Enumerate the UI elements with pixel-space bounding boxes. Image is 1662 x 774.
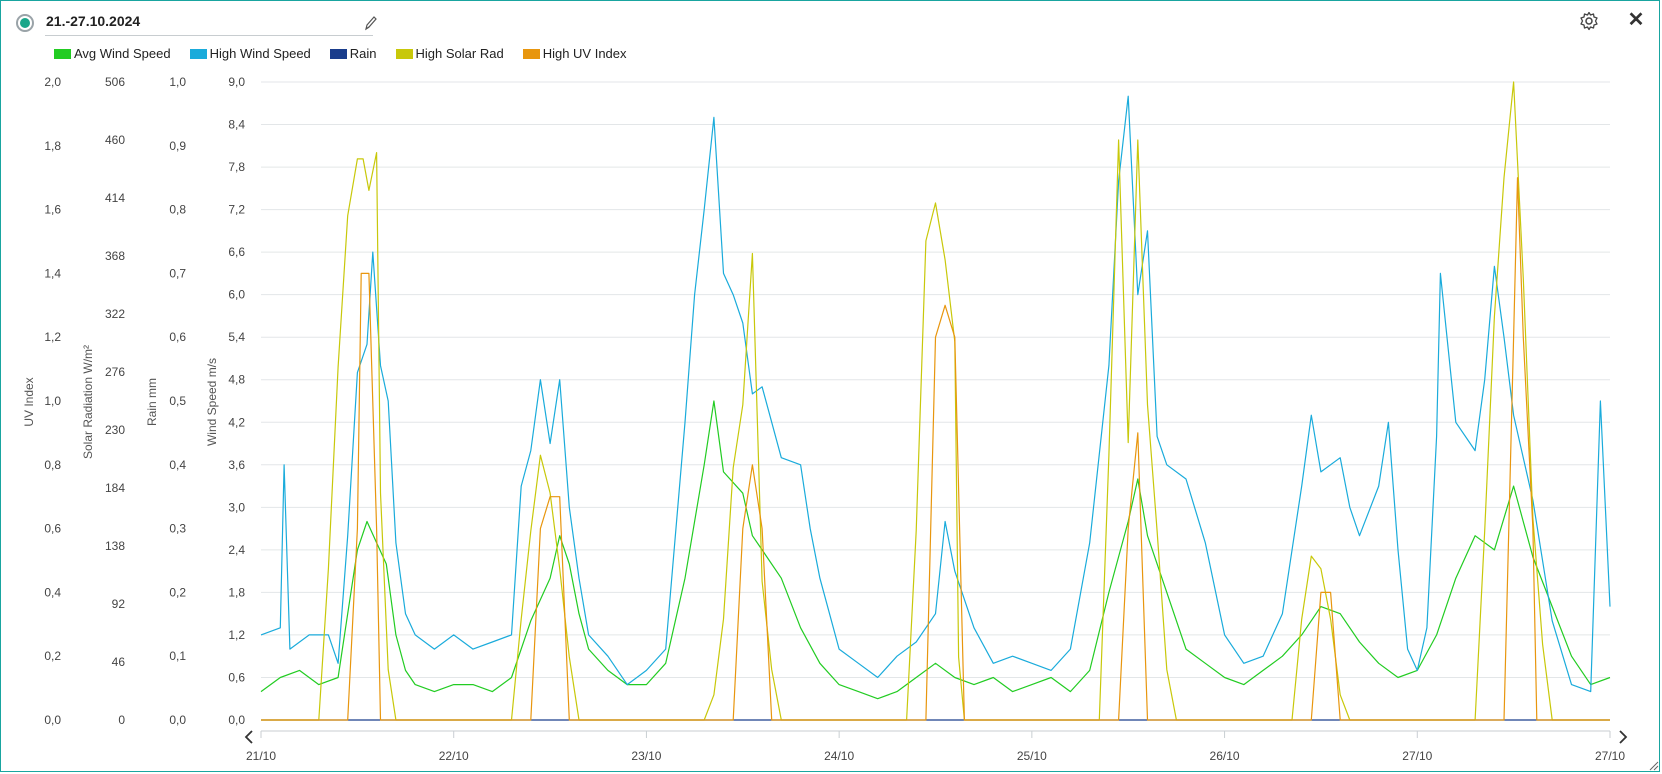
solar-tick-label: 322 xyxy=(105,307,125,321)
grid xyxy=(261,81,1610,721)
wind-tick-label: 8,4 xyxy=(228,118,245,132)
wind-tick-label: 3,0 xyxy=(228,500,245,514)
uv-tick-label: 1,4 xyxy=(44,266,61,280)
x-tick-label: 27/10 xyxy=(1595,749,1625,763)
wind-tick-label: 6,0 xyxy=(228,288,245,302)
legend-swatch xyxy=(329,48,347,59)
x-tick-label: 26/10 xyxy=(1210,749,1240,763)
uv-tick-label: 1,0 xyxy=(44,394,61,408)
uv-tick-label: 0,0 xyxy=(44,713,61,727)
legend-label: High Solar Rad xyxy=(415,46,504,61)
solar-tick-label: 460 xyxy=(105,133,125,147)
x-tick-label: 22/10 xyxy=(439,749,469,763)
uv-tick-label: 1,2 xyxy=(44,330,61,344)
x-tick-label: 24/10 xyxy=(824,749,854,763)
uv-tick-label: 1,6 xyxy=(44,203,61,217)
series-line-avg-wind-speed xyxy=(260,400,1611,700)
wind-tick-label: 4,8 xyxy=(228,373,245,387)
wind-tick-label: 6,6 xyxy=(228,245,245,259)
solar-axis-label: Solar Radiation W/m² xyxy=(81,345,95,459)
wind-tick-label: 2,4 xyxy=(228,543,245,557)
legend-label: Avg Wind Speed xyxy=(74,46,171,61)
x-tick-label: 25/10 xyxy=(1017,749,1047,763)
wind-tick-label: 4,2 xyxy=(228,415,245,429)
rain-tick-label: 0,6 xyxy=(169,330,186,344)
wind-tick-label: 9,0 xyxy=(228,75,245,89)
pencil-icon[interactable] xyxy=(363,15,377,31)
solar-tick-label: 368 xyxy=(105,249,125,263)
rain-tick-label: 0,4 xyxy=(169,458,186,472)
x-axis: 21/10 22/10 23/10 24/10 25/10 26/10 27/10 27/10 xyxy=(246,730,1625,763)
rain-axis-label: Rain mm xyxy=(145,378,159,426)
axes: 0,0 0,6 1,2 1,8 2,4 3,0 3,6 4,2 4,8 5,4 6,0 6,6 7,2 7… xyxy=(44,75,245,727)
solar-tick-label: 506 xyxy=(105,75,125,89)
scroll-right-icon[interactable] xyxy=(1619,730,1628,744)
wind-tick-label: 7,8 xyxy=(228,160,245,174)
legend-item-high-wind[interactable]: High Wind Speed xyxy=(189,46,311,61)
rain-tick-label: 0,9 xyxy=(169,139,186,153)
legend-item-solar[interactable]: High Solar Rad xyxy=(395,46,504,61)
solar-tick-label: 92 xyxy=(112,597,126,611)
wind-tick-label: 5,4 xyxy=(228,330,245,344)
series-line-high-solar-rad xyxy=(261,81,1610,721)
legend-swatch xyxy=(522,48,540,59)
uv-tick-label: 0,2 xyxy=(44,649,61,663)
rain-tick-label: 0,1 xyxy=(169,649,186,663)
rain-tick-label: 1,0 xyxy=(169,75,186,89)
series-line-high-uv-index xyxy=(261,177,1610,721)
wind-tick-label: 7,2 xyxy=(228,203,245,217)
wind-tick-label: 0,0 xyxy=(228,713,245,727)
legend: Avg Wind Speed High Wind Speed Rain High… xyxy=(54,46,646,61)
gear-icon[interactable] xyxy=(1579,11,1599,31)
x-tick-label: 27/10 xyxy=(1402,749,1432,763)
solar-tick-label: 230 xyxy=(105,423,125,437)
legend-item-uv[interactable]: High UV Index xyxy=(522,46,627,61)
series-group xyxy=(260,81,1611,721)
series-line-high-wind-speed xyxy=(260,95,1611,693)
rain-tick-label: 0,2 xyxy=(169,585,186,599)
uv-axis-label: UV Index xyxy=(22,377,36,426)
selection-radio[interactable] xyxy=(16,14,34,32)
rain-tick-label: 0,0 xyxy=(169,713,186,727)
uv-tick-label: 1,8 xyxy=(44,139,61,153)
solar-tick-label: 276 xyxy=(105,365,125,379)
date-range-title: 21.-27.10.2024 xyxy=(46,13,141,29)
rain-tick-label: 0,7 xyxy=(169,266,186,280)
close-icon[interactable]: ✕ xyxy=(1627,9,1645,31)
rain-tick-label: 0,8 xyxy=(169,203,186,217)
rain-tick-label: 0,3 xyxy=(169,522,186,536)
legend-item-avg-wind[interactable]: Avg Wind Speed xyxy=(54,46,171,61)
uv-tick-label: 0,6 xyxy=(44,522,61,536)
wind-tick-label: 3,6 xyxy=(228,458,245,472)
solar-tick-label: 184 xyxy=(105,481,125,495)
title-field[interactable]: 21.-27.10.2024 xyxy=(45,11,373,36)
legend-swatch xyxy=(395,48,413,59)
solar-tick-label: 138 xyxy=(105,539,125,553)
wind-tick-label: 1,2 xyxy=(228,628,245,642)
uv-tick-label: 0,4 xyxy=(44,585,61,599)
wind-tick-label: 1,8 xyxy=(228,585,245,599)
solar-tick-label: 414 xyxy=(105,191,125,205)
legend-label: High UV Index xyxy=(542,46,627,61)
x-tick-label: 21/10 xyxy=(246,749,276,763)
uv-tick-label: 0,8 xyxy=(44,458,61,472)
solar-tick-label: 46 xyxy=(112,655,126,669)
rain-tick-label: 0,5 xyxy=(169,394,186,408)
legend-label: High Wind Speed xyxy=(209,46,311,61)
wind-axis-label: Wind Speed m/s xyxy=(205,358,219,446)
wind-tick-label: 0,6 xyxy=(228,670,245,684)
legend-swatch xyxy=(54,48,71,59)
resize-handle-icon[interactable] xyxy=(1647,759,1659,771)
uv-tick-label: 2,0 xyxy=(44,75,61,89)
legend-item-rain[interactable]: Rain xyxy=(329,46,377,61)
header: 21.-27.10.2024 xyxy=(16,11,373,36)
x-tick-label: 23/10 xyxy=(631,749,661,763)
solar-tick-label: 0 xyxy=(118,713,125,727)
legend-swatch xyxy=(189,48,207,59)
radio-dot xyxy=(20,18,30,28)
scroll-left-icon[interactable] xyxy=(244,730,253,744)
legend-label: Rain xyxy=(349,46,377,61)
